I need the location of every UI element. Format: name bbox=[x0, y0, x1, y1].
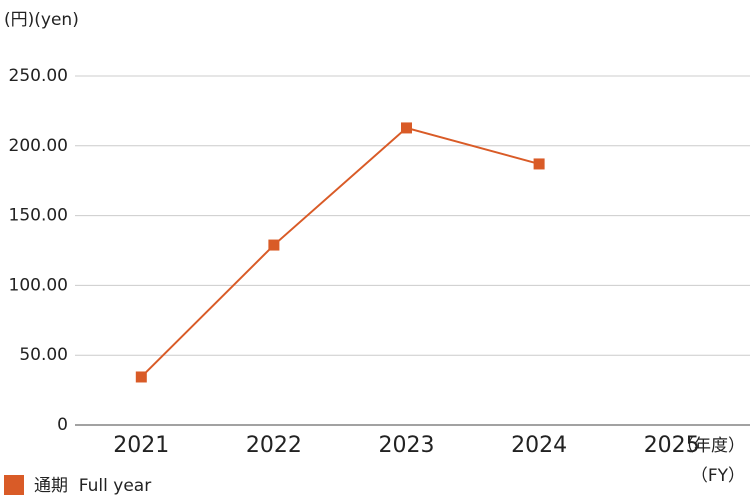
y-tick-label: 150.00 bbox=[9, 206, 68, 226]
y-tick-label: 100.00 bbox=[9, 275, 68, 295]
x-tick-label: 2024 bbox=[511, 433, 567, 458]
x-tick-label: 2023 bbox=[379, 433, 435, 458]
x-tick-label: 2022 bbox=[246, 433, 302, 458]
point-marker bbox=[533, 158, 545, 170]
x-unit: （年度） bbox=[677, 436, 745, 456]
point-marker bbox=[135, 371, 147, 383]
x-unit: （FY） bbox=[691, 466, 745, 486]
point-marker bbox=[268, 239, 280, 251]
series-line bbox=[140, 126, 540, 378]
legend-swatch bbox=[4, 475, 24, 495]
y-tick-label: 200.00 bbox=[9, 136, 68, 156]
y-unit: (円)(yen) bbox=[4, 10, 79, 30]
x-tick-label: 2021 bbox=[113, 433, 169, 458]
y-tick-label: 0 bbox=[57, 415, 68, 435]
legend-label: 通期 Full year bbox=[34, 476, 151, 496]
y-tick-label: 50.00 bbox=[19, 345, 68, 365]
y-tick-label: 250.00 bbox=[9, 66, 68, 86]
point-marker bbox=[401, 122, 412, 134]
x-tick-label: 2025 bbox=[644, 433, 700, 458]
